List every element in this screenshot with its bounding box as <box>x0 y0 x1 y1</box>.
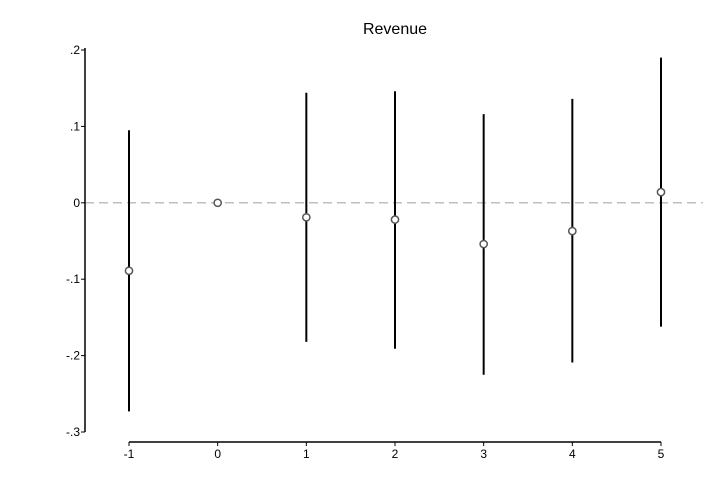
x-tick-label: 2 <box>392 447 399 461</box>
x-tick-label: 4 <box>569 447 576 461</box>
y-tick-label: .2 <box>70 43 80 57</box>
confidence-intervals-layer <box>128 57 662 412</box>
y-tick-label: -.3 <box>66 425 80 439</box>
axes-layer <box>81 48 662 446</box>
point-estimate <box>567 226 577 236</box>
point-estimate <box>656 187 666 197</box>
point-estimate <box>479 239 489 249</box>
chart-title: Revenue <box>363 21 427 38</box>
point-estimate <box>390 215 400 224</box>
x-tick-label: -1 <box>124 447 135 461</box>
y-tick-label: -.2 <box>66 349 80 363</box>
point-estimate <box>301 212 311 222</box>
tick-labels-layer: .2 .1 0 -.1 -.2 -.3 -1 0 1 2 3 4 5 <box>66 43 665 461</box>
y-tick-label: 0 <box>73 196 80 210</box>
y-tick-label: -.1 <box>66 272 80 286</box>
x-tick-label: 1 <box>303 447 310 461</box>
point-estimates-layer <box>124 187 666 276</box>
point-estimate <box>124 266 134 276</box>
x-tick-label: 3 <box>480 447 487 461</box>
point-estimate <box>213 198 223 208</box>
x-tick-label: 5 <box>658 447 665 461</box>
y-tick-label: .1 <box>70 119 80 133</box>
x-tick-label: 0 <box>214 447 221 461</box>
